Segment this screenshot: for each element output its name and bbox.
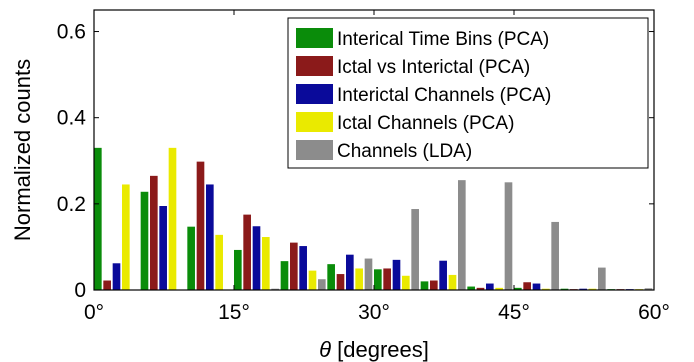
- bar-3-bin-5: [299, 246, 307, 290]
- bar-1-bin-8: [420, 281, 429, 290]
- y-tick-label: 0.2: [57, 193, 86, 216]
- bar-3-bin-6: [346, 254, 354, 290]
- bar-3-bin-10: [532, 283, 541, 290]
- bar-2-bin-9: [476, 287, 485, 290]
- bar-1-bin-2: [140, 191, 149, 290]
- bar-5-bin-5: [318, 279, 326, 290]
- bar-5-bin-11: [598, 267, 606, 290]
- legend-swatch: [296, 28, 333, 48]
- legend-swatch: [296, 56, 333, 76]
- x-tick-label: 60°: [638, 301, 670, 324]
- x-tick-label: 45°: [498, 301, 530, 324]
- bar-5-bin-4: [271, 288, 279, 290]
- bar-2-bin-6: [336, 274, 345, 290]
- bar-4-bin-11: [588, 288, 597, 290]
- legend-swatch: [296, 84, 333, 104]
- x-tick-label: 30°: [358, 301, 390, 324]
- x-axis-label-unit: [degrees]: [331, 337, 429, 362]
- bar-1-bin-10: [514, 287, 522, 290]
- legend-label: Ictal vs Interictal (PCA): [337, 57, 530, 78]
- bar-4-bin-8: [448, 274, 457, 290]
- bar-3-bin-7: [392, 259, 401, 290]
- bar-5-bin-7: [411, 209, 419, 290]
- bar-4-bin-4: [262, 237, 270, 290]
- x-tick-label: 15°: [218, 301, 250, 324]
- legend: Interical Time Bins (PCA) Ictal vs Interi…: [287, 17, 649, 169]
- bar-4-bin-10: [542, 288, 550, 290]
- bar-1-bin-6: [327, 264, 335, 290]
- x-axis-label: θ [degrees]: [319, 337, 429, 362]
- bars-group: [94, 147, 653, 290]
- bar-5-bin-9: [504, 182, 513, 290]
- bar-2-bin-1: [103, 280, 111, 290]
- bar-2-bin-3: [196, 161, 205, 290]
- bar-5-bin-12: [644, 288, 653, 290]
- bar-4-bin-2: [168, 147, 177, 290]
- bar-3-bin-2: [159, 206, 167, 290]
- ticks-group: 0° 15° 30° 45° 60° 0 0.2 0.4 0.6: [57, 10, 670, 324]
- bar-2-bin-10: [523, 282, 531, 290]
- bar-3-bin-3: [206, 184, 214, 290]
- x-axis-label-symbol: θ: [319, 337, 331, 362]
- bar-4-bin-6: [355, 268, 363, 290]
- legend-box: [287, 17, 649, 169]
- bar-4-bin-5: [308, 270, 317, 290]
- bar-1-bin-9: [467, 286, 475, 290]
- bar-2-bin-8: [430, 280, 438, 290]
- bar-2-bin-5: [290, 242, 298, 290]
- legend-label: Ictal Channels (PCA): [337, 113, 514, 134]
- bar-2-bin-7: [383, 268, 391, 290]
- y-tick-label: 0: [74, 279, 86, 302]
- legend-label: Interical Time Bins (PCA): [337, 29, 549, 50]
- bar-1-bin-5: [280, 261, 289, 290]
- bar-1-bin-4: [234, 249, 242, 290]
- bar-4-bin-3: [215, 234, 223, 290]
- bar-2-bin-4: [243, 214, 251, 290]
- y-tick-label: 0.6: [57, 21, 86, 44]
- bar-1-bin-3: [187, 226, 195, 290]
- bar-3-bin-8: [439, 260, 447, 290]
- bar-3-bin-9: [486, 283, 494, 290]
- bar-4-bin-1: [122, 184, 130, 290]
- x-tick-label: 0°: [84, 301, 104, 324]
- bar-5-bin-6: [364, 258, 373, 290]
- bar-4-bin-9: [495, 287, 503, 290]
- bar-3-bin-11: [579, 288, 587, 290]
- bar-3-bin-4: [252, 226, 261, 290]
- bar-5-bin-10: [551, 221, 559, 290]
- bar-1-bin-11: [560, 288, 569, 290]
- bar-2-bin-2: [150, 175, 158, 290]
- bar-5-bin-8: [458, 180, 466, 290]
- bar-1-bin-7: [374, 269, 382, 290]
- bar-3-bin-1: [112, 263, 121, 290]
- legend-label: Channels (LDA): [337, 141, 472, 162]
- legend-swatch: [296, 140, 333, 160]
- bar-1-bin-1: [94, 147, 102, 290]
- y-tick-label: 0.4: [57, 107, 87, 130]
- legend-label: Interictal Channels (PCA): [337, 85, 551, 106]
- y-axis-label: Normalized counts: [10, 59, 35, 241]
- bar-4-bin-7: [402, 275, 410, 290]
- legend-swatch: [296, 112, 333, 132]
